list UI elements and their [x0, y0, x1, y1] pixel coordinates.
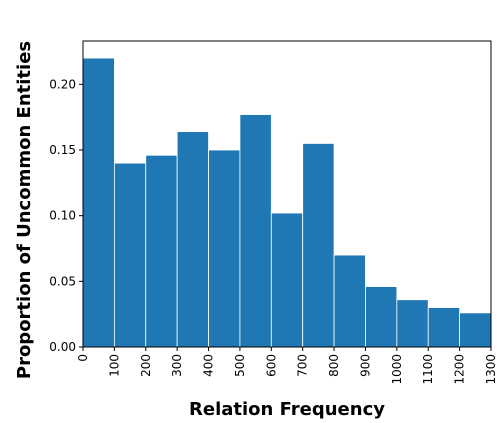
- histogram-bar: [427, 307, 461, 348]
- x-tick-label: 0: [76, 354, 90, 362]
- y-tick-label: 0.05: [49, 274, 76, 288]
- x-tick-label: 500: [233, 354, 247, 377]
- x-tick-label: 900: [358, 354, 372, 377]
- bars: [82, 57, 492, 348]
- x-tick-label: 200: [139, 354, 153, 377]
- y-axis-label: Proportion of Uncommon Entities: [14, 41, 35, 379]
- histogram-bar: [333, 254, 366, 348]
- x-tick-label: 600: [264, 354, 278, 377]
- x-tick-label: 1300: [484, 354, 498, 385]
- x-axis-label: Relation Frequency: [189, 399, 385, 420]
- histogram-bar: [82, 57, 115, 348]
- histogram-bar: [302, 143, 335, 348]
- y-tick-label: 0.20: [49, 77, 76, 91]
- histogram-bar: [459, 312, 492, 348]
- y-tick-label: 0.10: [49, 209, 76, 223]
- x-tick-label: 800: [327, 354, 341, 377]
- x-tick-label: 700: [296, 354, 310, 377]
- histogram-bar: [176, 131, 209, 348]
- x-tick-label: 100: [107, 354, 121, 377]
- histogram-bar: [145, 154, 178, 348]
- histogram-bar: [365, 286, 398, 348]
- histogram-bar: [208, 149, 241, 348]
- histogram-bar: [113, 162, 147, 348]
- x-tick-label: 300: [170, 354, 184, 377]
- x-tick-label: 1100: [421, 354, 435, 385]
- histogram-bar: [270, 212, 304, 348]
- x-tick-label: 400: [202, 354, 216, 377]
- y-tick-label: 0.15: [49, 143, 76, 157]
- x-tick-label: 1000: [390, 354, 404, 385]
- histogram-bar: [396, 299, 429, 348]
- plot-frame: [82, 40, 492, 348]
- y-tick-label: 0.00: [49, 340, 76, 354]
- y-axis-ticks: 0.00 0.05 0.10 0.15 0.20: [49, 77, 83, 354]
- x-axis-ticks: 0 100 200 300 400 500 600 700 800 900 1000 1100 1200…: [76, 347, 498, 385]
- histogram-bar: [239, 114, 272, 348]
- x-tick-label: 1200: [453, 354, 467, 385]
